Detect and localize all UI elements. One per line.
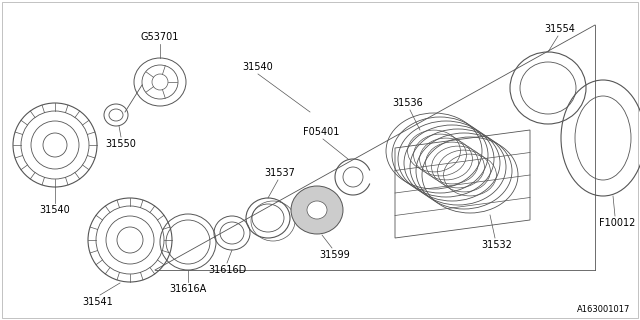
Text: G53701: G53701: [141, 32, 179, 42]
Text: A163001017: A163001017: [577, 305, 630, 314]
Text: F10012: F10012: [599, 218, 635, 228]
Text: 31541: 31541: [83, 297, 113, 307]
Text: 31616A: 31616A: [170, 284, 207, 294]
Text: 31540: 31540: [40, 205, 70, 215]
Ellipse shape: [307, 201, 327, 219]
Text: F05401: F05401: [303, 127, 339, 137]
Text: 31536: 31536: [392, 98, 424, 108]
Ellipse shape: [291, 186, 343, 234]
Text: 31599: 31599: [319, 250, 350, 260]
Text: 31554: 31554: [545, 24, 575, 34]
Text: 31550: 31550: [106, 139, 136, 149]
Text: 31540: 31540: [243, 62, 273, 72]
Text: 31537: 31537: [264, 168, 296, 178]
Text: 31616D: 31616D: [208, 265, 246, 275]
Text: 31532: 31532: [481, 240, 513, 250]
